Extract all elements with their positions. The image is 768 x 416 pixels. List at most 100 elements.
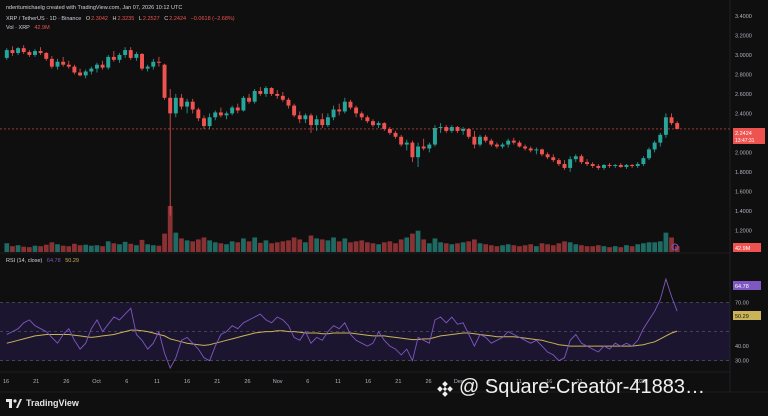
volume-bar — [297, 239, 303, 252]
candle — [472, 130, 477, 149]
volume-bar — [280, 241, 286, 252]
candle — [117, 53, 122, 63]
candle — [371, 119, 375, 128]
volume-bar — [145, 244, 151, 252]
candle — [444, 125, 449, 133]
price-tick-label: 3.2000 — [735, 33, 752, 39]
candle — [404, 139, 409, 151]
volume-bar — [100, 246, 105, 252]
candle — [365, 115, 370, 124]
time-axis: 16 21 26 Oct 6 11 16 21 26 Nov 6 11 16 21 26 Dec 6 11 16 21… — [3, 379, 672, 385]
price-tick-label: 2.8000 — [735, 72, 752, 78]
candle — [556, 158, 561, 166]
candle — [179, 93, 184, 110]
time-tick-label: 11 — [335, 379, 341, 385]
time-tick-label: 2026 — [634, 379, 646, 385]
volume-bar — [60, 245, 66, 252]
time-tick-label: 11 — [154, 379, 160, 385]
ohlc-change: −0.0618 (−2.68%) — [190, 16, 235, 22]
volume-bar — [235, 242, 241, 252]
candle — [630, 164, 635, 168]
rsi-legend-label[interactable]: RSI (14, close) — [6, 258, 43, 264]
time-tick-label: 21 — [576, 379, 582, 385]
rsi-tick-label: 30.00 — [735, 359, 749, 365]
tradingview-logo[interactable]: TradingView — [6, 398, 79, 408]
rsi-value-badge: 64.78 — [733, 281, 761, 290]
candle — [230, 105, 235, 116]
candle — [517, 140, 522, 148]
volume-legend-value: 42.9M — [34, 25, 50, 31]
last-price-badge: 2.2424 13:47:31 — [733, 128, 765, 144]
volume-bar — [291, 237, 297, 252]
candle — [399, 134, 404, 147]
candle — [292, 103, 297, 118]
volume-bar — [139, 239, 145, 252]
price-tick-label: 1.8000 — [735, 170, 752, 176]
volume-bar — [26, 247, 32, 252]
ohlc-close-label: C — [164, 16, 169, 22]
candle — [427, 142, 432, 153]
price-tick-label: 2.0000 — [735, 150, 752, 156]
candle — [16, 47, 21, 55]
candle — [247, 93, 252, 104]
created-by-text: nderitumichaelg created with TradingView… — [6, 5, 183, 11]
candle — [218, 107, 223, 118]
time-tick-label: Dec — [454, 379, 464, 385]
volume-bar — [494, 246, 500, 252]
candle — [202, 115, 206, 129]
rsi-legend: RSI (14, close) 64.78 50.29 — [6, 258, 82, 264]
volume-bar — [438, 242, 443, 252]
volume-badge: 42.9M — [733, 243, 761, 252]
volume-bar — [584, 246, 590, 252]
candle — [483, 134, 488, 143]
volume-marker-icon[interactable] — [671, 243, 679, 251]
candle — [382, 122, 387, 131]
time-tick-label: 21 — [214, 379, 220, 385]
volume-bar — [94, 245, 100, 252]
symbol-name[interactable]: XRP / TetherUS · 1D · Binance — [6, 16, 82, 22]
candle — [213, 110, 218, 121]
last-price-badge-countdown: 13:47:31 — [735, 138, 755, 144]
volume-bar — [533, 246, 539, 252]
volume-bar — [646, 242, 652, 252]
candle — [658, 132, 663, 147]
candle — [207, 113, 212, 129]
volume-bar — [443, 243, 449, 252]
volume-bar — [286, 240, 291, 252]
volume-bar — [207, 240, 212, 252]
candle — [134, 52, 139, 61]
rsi-line — [6, 277, 678, 370]
candle — [613, 164, 618, 168]
time-tick-label: 26 — [63, 379, 69, 385]
volume-bar — [269, 243, 274, 252]
volume-bar — [308, 235, 314, 252]
volume-bar — [246, 241, 252, 252]
price-tick-label: 2.4000 — [735, 111, 752, 117]
time-tick-label: 6 — [306, 379, 309, 385]
candle — [151, 58, 156, 70]
candle — [21, 45, 26, 54]
volume-bar — [449, 244, 455, 252]
candle — [269, 87, 274, 96]
volume-legend: Vol · XRP 42.9M — [6, 25, 53, 31]
volume-bar — [432, 238, 438, 252]
volume-bar — [500, 245, 505, 252]
candle — [325, 113, 330, 128]
candle — [601, 164, 606, 170]
volume-bar — [303, 242, 308, 252]
candle — [641, 156, 646, 166]
volume-bar — [72, 243, 77, 252]
candle — [466, 128, 471, 139]
candle — [669, 113, 674, 126]
candle — [354, 105, 359, 118]
volume-bar — [381, 242, 387, 252]
candle — [342, 97, 347, 114]
volume-bar — [43, 244, 49, 252]
volume-legend-label[interactable]: Vol · XRP — [6, 25, 30, 31]
candle — [596, 164, 601, 170]
watermark: @ Square-Creator-41883… — [437, 376, 705, 399]
ohlc-low-label: L — [138, 16, 142, 22]
price-tick-label: 1.4000 — [735, 209, 752, 215]
candle — [128, 47, 133, 60]
candle — [348, 99, 353, 110]
